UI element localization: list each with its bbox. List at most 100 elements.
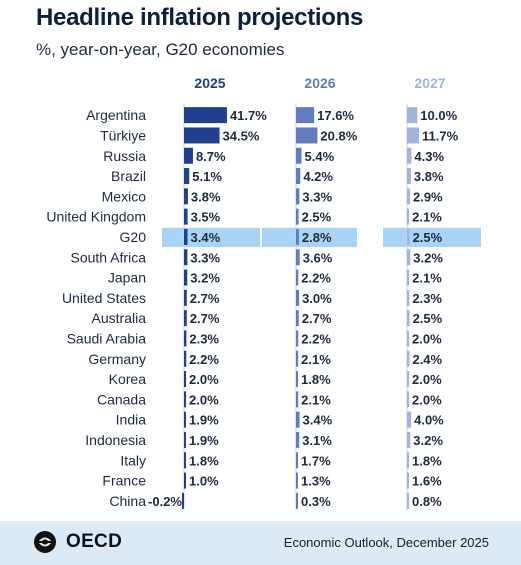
- data-label-2027: 2.1%: [412, 210, 442, 225]
- data-label-2027: 2.0%: [412, 392, 442, 407]
- bar-2025: [184, 269, 188, 286]
- bar-2027: [407, 492, 409, 509]
- bar-2027: [407, 147, 412, 164]
- data-label-2026: 2.8%: [302, 230, 332, 245]
- bar-2025: [184, 371, 187, 388]
- bar-2025: [184, 452, 186, 469]
- data-label-2026: 2.1%: [301, 392, 331, 407]
- bar-2025: [184, 431, 186, 448]
- data-label-2025: 3.3%: [190, 250, 220, 265]
- data-label-2027: 0.8%: [412, 494, 442, 509]
- data-label-2025: 2.7%: [190, 291, 220, 306]
- data-label-2026: 3.1%: [302, 433, 332, 448]
- oecd-logo-text: OECD: [66, 531, 123, 552]
- data-label-2026: 3.0%: [302, 291, 332, 306]
- category-label: China: [109, 493, 146, 509]
- data-label-2026: 2.1%: [301, 352, 331, 367]
- chart-title: Headline inflation projections: [36, 4, 364, 31]
- bar-2025: [182, 492, 184, 509]
- category-label: Brazil: [111, 168, 146, 184]
- bar-2027: [407, 310, 410, 327]
- bar-2026: [296, 391, 299, 408]
- bar-2027: [407, 208, 410, 225]
- bar-2027: [407, 371, 410, 388]
- category-label: Russia: [103, 148, 146, 164]
- data-label-2025: 41.7%: [230, 108, 267, 123]
- bar-2026: [296, 289, 300, 306]
- inflation-bar-chart: 2025 2026 2027 Argentina Türkiye Russia Brazil…: [46, 75, 481, 510]
- data-label-2025: 3.2%: [190, 271, 220, 286]
- data-label-2027: 2.5%: [413, 311, 443, 326]
- bar-2025: [184, 208, 188, 225]
- bar-2025: [184, 330, 187, 347]
- data-label-2025: -0.2%: [148, 494, 182, 509]
- data-label-2027: 2.3%: [412, 291, 442, 306]
- bar-2027: [407, 168, 411, 185]
- bar-2026: [296, 350, 299, 367]
- data-label-2027: 2.0%: [412, 331, 442, 346]
- data-label-2026: 0.3%: [301, 494, 331, 509]
- data-label-2027: 3.2%: [413, 250, 443, 265]
- data-label-2025: 1.0%: [189, 474, 219, 489]
- source-note: Economic Outlook, December 2025: [283, 535, 489, 550]
- bar-2025: [184, 411, 186, 428]
- data-label-2025: 3.5%: [191, 210, 221, 225]
- data-label-2026: 3.3%: [302, 189, 332, 204]
- data-label-2026: 2.7%: [302, 311, 332, 326]
- highlight-band-2: [262, 227, 357, 248]
- data-label-2025: 2.2%: [189, 352, 219, 367]
- data-label-2025: 3.8%: [191, 189, 221, 204]
- data-label-2027: 10.0%: [420, 108, 457, 123]
- bar-2027: [407, 107, 418, 124]
- oecd-logo: OECD: [32, 529, 122, 555]
- bar-2025: [184, 391, 187, 408]
- bar-2027: [407, 431, 411, 448]
- data-label-2025: 1.9%: [189, 433, 219, 448]
- bar-2026: [296, 249, 300, 266]
- data-label-2027: 11.7%: [422, 128, 459, 143]
- data-label-2026: 20.8%: [320, 128, 357, 143]
- category-label: Saudi Arabia: [67, 330, 147, 346]
- oecd-globe-icon: [34, 531, 56, 553]
- data-label-2027: 2.0%: [412, 372, 442, 387]
- bar-2027: [407, 188, 410, 205]
- bar-2025: [184, 228, 188, 245]
- data-label-2026: 2.2%: [301, 331, 331, 346]
- data-label-2026: 1.3%: [301, 474, 331, 489]
- bar-2027: [407, 350, 410, 367]
- data-label-2026: 1.7%: [301, 453, 331, 468]
- category-label: United Kingdom: [46, 209, 146, 225]
- category-label: Japan: [108, 270, 146, 286]
- category-label: Argentina: [86, 107, 146, 123]
- category-label: United States: [62, 290, 146, 306]
- bar-2026: [296, 269, 299, 286]
- data-label-2025: 34.5%: [223, 128, 260, 143]
- data-label-2027: 4.0%: [414, 413, 444, 428]
- category-label: Australia: [92, 310, 147, 326]
- bar-2027: [407, 472, 409, 489]
- data-label-2025: 5.1%: [192, 169, 222, 184]
- bar-2025: [184, 310, 187, 327]
- bar-2026: [296, 411, 300, 428]
- bar-2026: [296, 147, 302, 164]
- data-label-2025: 1.9%: [189, 413, 219, 428]
- bar-2027: [407, 411, 412, 428]
- bar-2026: [296, 492, 298, 509]
- bar-2025: [184, 472, 186, 489]
- category-label: Türkiye: [100, 127, 146, 143]
- bar-2025: [184, 147, 193, 164]
- bar-2025: [184, 249, 188, 266]
- bar-2026: [296, 107, 315, 124]
- data-label-2027: 3.2%: [413, 433, 443, 448]
- data-label-2026: 5.4%: [305, 149, 335, 164]
- bar-2027: [407, 249, 411, 266]
- bar-2027: [407, 452, 409, 469]
- bar-2026: [296, 472, 298, 489]
- bar-2025: [184, 188, 188, 205]
- bar-2026: [296, 371, 298, 388]
- data-label-2026: 4.2%: [303, 169, 333, 184]
- data-label-2027: 4.3%: [414, 149, 444, 164]
- data-label-2027: 2.9%: [413, 189, 443, 204]
- data-label-2025: 2.0%: [189, 392, 219, 407]
- bar-2025: [184, 107, 227, 124]
